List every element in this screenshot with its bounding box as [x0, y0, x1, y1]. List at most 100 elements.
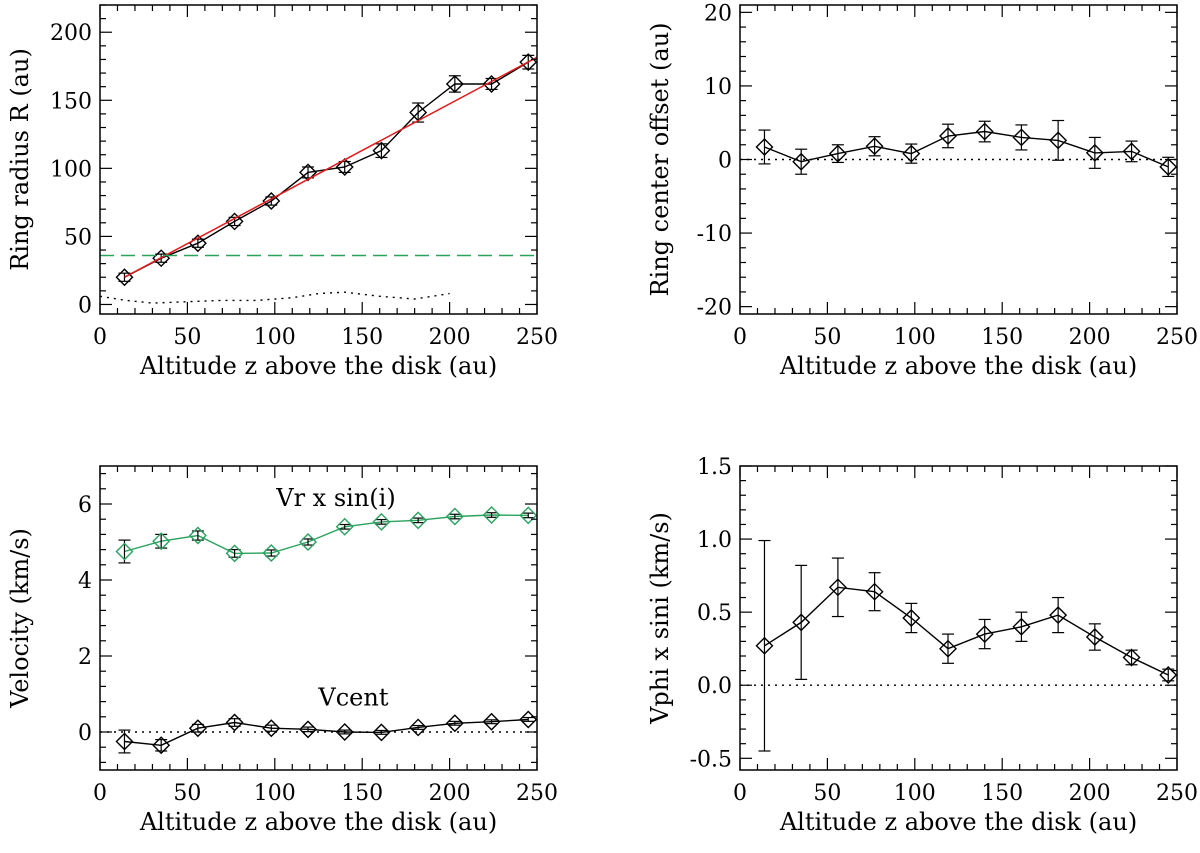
error-bar [1162, 156, 1175, 178]
series-line-ring-center-offset [764, 130, 1169, 168]
data-point [188, 526, 207, 545]
data-point [519, 506, 537, 525]
x-axis-label: Altitude z above the disk (au) [139, 352, 497, 380]
y-tick-label: -20 [697, 296, 732, 321]
x-axis-label: Altitude z above the disk (au) [139, 808, 497, 836]
data-point [299, 533, 318, 551]
data-point [939, 126, 958, 145]
series-line-linear-fit [124, 56, 537, 278]
error-bar [338, 729, 351, 735]
y-tick-label: 2 [78, 645, 92, 670]
x-tick-label: 200 [1069, 325, 1111, 350]
data-point [1159, 666, 1177, 684]
error-bar [485, 719, 498, 725]
data-point [372, 723, 391, 742]
data-point [1012, 617, 1031, 636]
error-bar [978, 618, 991, 650]
error-bar [1125, 649, 1138, 666]
y-tick-label: 0.5 [697, 601, 732, 626]
error-bar [1052, 119, 1065, 161]
data-point [1122, 142, 1141, 161]
error-bar [1015, 611, 1028, 642]
data-point [445, 714, 464, 733]
data-point [299, 720, 318, 739]
data-point [1085, 628, 1104, 646]
x-tick-label: 0 [733, 781, 747, 806]
error-bar [831, 557, 844, 618]
data-point [152, 736, 171, 755]
panel-top-right: 0 50 100 150 200 250 -20 -10 0 10 20 Altitude z abo… [646, 1, 1198, 380]
y-tick-label: 10 [704, 75, 732, 100]
plot-area [740, 539, 1177, 752]
data-point [262, 192, 281, 211]
series-line-vr-x-sin-i- [124, 514, 529, 555]
data-point [1159, 157, 1177, 176]
annotation: Vr x sin(i) [275, 484, 395, 512]
y-tick-label: 0.0 [697, 674, 732, 699]
series-vphi-x-sini [755, 539, 1177, 752]
data-point [902, 609, 921, 627]
error-bar [1125, 140, 1138, 163]
series-linear-fit [124, 56, 537, 278]
annotation: Vcent [317, 683, 388, 711]
data-point [755, 138, 774, 156]
series-baseline [100, 291, 450, 304]
x-tick-label: 250 [1156, 781, 1198, 806]
data-point [152, 532, 171, 551]
error-bar [1162, 668, 1175, 682]
error-bar [868, 136, 881, 157]
data-point [409, 511, 428, 530]
y-tick-label: -0.5 [690, 747, 732, 772]
y-tick-label: 20 [704, 1, 732, 26]
error-bar [942, 633, 955, 664]
data-point [792, 613, 811, 632]
series-ring-center-offset [755, 119, 1177, 178]
y-axis-label: Ring center offset (au) [646, 22, 674, 296]
error-bar [978, 120, 991, 143]
error-bar [412, 517, 425, 524]
x-axis-label: Altitude z above the disk (au) [779, 352, 1137, 380]
y-tick-label: 0 [78, 721, 92, 746]
axes-frame [99, 465, 538, 771]
x-tick-label: 200 [429, 325, 471, 350]
x-tick-label: 150 [981, 325, 1023, 350]
y-tick-label: 150 [50, 89, 92, 114]
x-tick-label: 50 [173, 781, 201, 806]
data-point [1085, 143, 1104, 162]
data-point [1012, 128, 1031, 147]
data-point [115, 732, 134, 751]
y-axis-label: Vphi x sini (km/s) [646, 512, 674, 725]
y-axis-label: Velocity (km/s) [6, 528, 34, 709]
data-point [372, 512, 391, 531]
x-tick-label: 100 [254, 325, 296, 350]
panel-bottom-left: 0 50 100 150 200 250 0 2 4 6 Altitude z above the … [6, 465, 558, 836]
data-point [335, 157, 354, 176]
data-point [975, 122, 994, 141]
data-point [865, 582, 884, 601]
data-point [482, 74, 501, 93]
x-tick-label: 100 [894, 325, 936, 350]
y-tick-label: 1.5 [697, 455, 732, 480]
error-bar [375, 518, 388, 525]
error-bar [412, 724, 425, 730]
x-tick-label: 0 [93, 781, 107, 806]
plot-area [740, 119, 1177, 178]
x-tick-label: 200 [429, 781, 471, 806]
data-point [792, 152, 811, 171]
series-vr-x-sin-i- [115, 506, 537, 564]
error-bar [338, 523, 351, 530]
data-point [482, 506, 501, 525]
x-tick-label: 250 [1156, 325, 1198, 350]
data-point [188, 719, 207, 738]
axes-frame [739, 465, 1178, 771]
x-tick-label: 200 [1069, 781, 1111, 806]
data-point [1049, 131, 1068, 150]
data-point [335, 723, 354, 741]
data-point [975, 625, 994, 644]
error-bar [448, 513, 461, 520]
error-bar [868, 572, 881, 612]
error-bar [795, 564, 808, 680]
x-tick-label: 250 [516, 325, 558, 350]
x-tick-label: 50 [813, 325, 841, 350]
